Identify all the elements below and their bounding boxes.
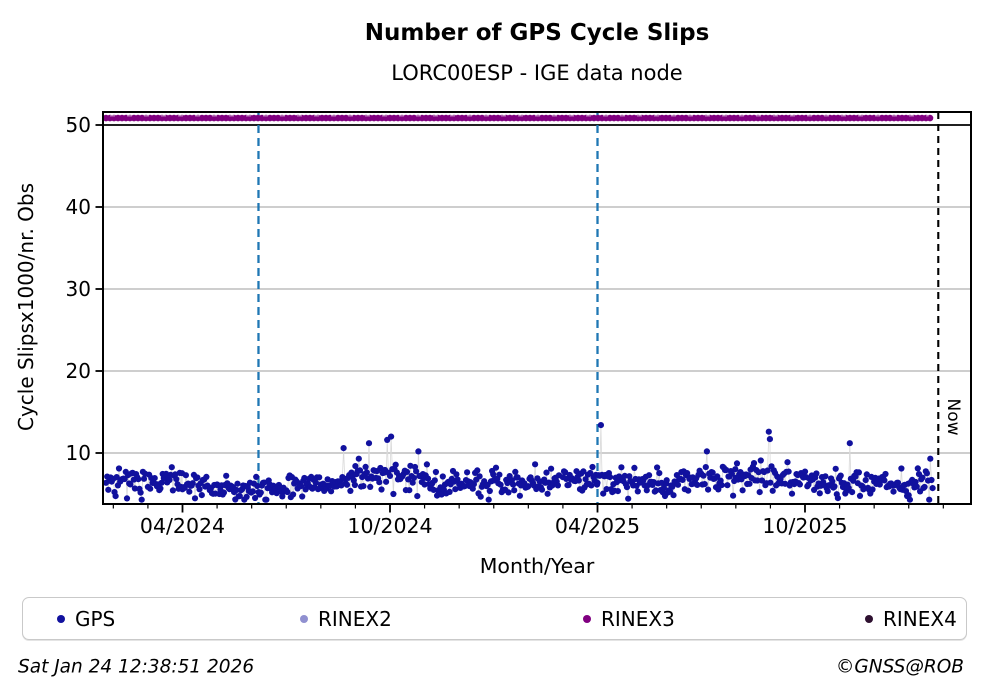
timestamp-text: Sat Jan 24 12:38:51 2026 [18, 656, 255, 678]
legend-item-gps: GPS [57, 607, 115, 631]
legend-label-rinex2: RINEX2 [318, 606, 392, 631]
legend: GPS RINEX2 RINEX3 RINEX4 [22, 597, 967, 640]
legend-label-rinex3: RINEX3 [601, 606, 675, 631]
svg-text:40: 40 [66, 195, 91, 219]
rinex3-marker-icon [583, 614, 591, 623]
copyright-text: ©GNSS@ROB [835, 656, 964, 678]
rinex2-marker-icon [300, 614, 308, 623]
x-axis-label: Month/Year [479, 554, 595, 578]
event-lines [257, 112, 599, 504]
svg-text:10/2025: 10/2025 [762, 514, 847, 538]
gps-marker-icon [57, 614, 65, 623]
svg-text:04/2025: 04/2025 [555, 514, 640, 538]
x-axis-ticks: 04/2024 10/2024 04/2025 10/2025 [112, 504, 944, 538]
legend-item-rinex2: RINEX2 [300, 607, 392, 631]
rinex4-marker-icon [865, 614, 873, 623]
legend-label-rinex4: RINEX4 [883, 606, 957, 631]
legend-item-rinex4: RINEX4 [865, 607, 957, 631]
horizontal-gridlines [103, 206, 971, 454]
y-axis-ticks: 10 20 30 40 50 [66, 113, 103, 465]
svg-text:50: 50 [66, 113, 91, 137]
svg-text:30: 30 [66, 277, 91, 301]
svg-text:10/2024: 10/2024 [347, 514, 432, 538]
rinex3-series [102, 114, 934, 122]
legend-item-rinex3: RINEX3 [583, 607, 675, 631]
now-line-label: Now [943, 398, 963, 436]
legend-label-gps: GPS [75, 606, 116, 631]
svg-text:04/2024: 04/2024 [140, 514, 225, 538]
svg-text:10: 10 [66, 441, 91, 465]
gps-scatter-series [102, 422, 936, 503]
svg-text:20: 20 [66, 359, 91, 383]
chart-title: Number of GPS Cycle Slips [364, 20, 710, 46]
plot-border [102, 111, 972, 505]
chart-subtitle: LORC00ESP - IGE data node [391, 61, 683, 85]
y-axis-label: Cycle Slipsx1000/nr. Obs [14, 182, 38, 432]
